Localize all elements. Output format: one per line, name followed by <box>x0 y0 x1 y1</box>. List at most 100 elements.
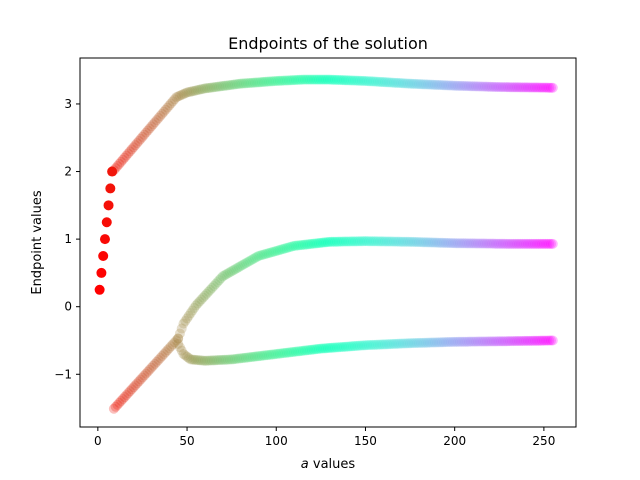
middle-branch-point <box>205 284 216 295</box>
bottom-branch-point <box>408 338 419 349</box>
upper-branch-point <box>519 82 530 93</box>
middle-branch-point <box>260 248 271 259</box>
bottom-branch-point <box>410 338 421 349</box>
x-tick-label: 250 <box>532 434 555 448</box>
middle-branch-point <box>273 245 284 256</box>
middle-branch-point <box>287 241 298 252</box>
upper-branch-point <box>164 100 175 111</box>
middle-branch-point <box>533 238 544 249</box>
bottom-branch-point <box>513 336 524 347</box>
upper-branch-point <box>182 87 193 98</box>
bottom-branch-point <box>208 355 219 366</box>
upper-branch-point <box>542 82 553 93</box>
lower-left-branch-point <box>148 360 159 371</box>
middle-branch-point <box>306 238 317 249</box>
bottom-branch-point <box>326 342 337 353</box>
upper-branch-point <box>301 74 312 85</box>
middle-branch-point <box>319 237 330 248</box>
middle-branch-point <box>194 296 205 307</box>
upper-branch-point <box>312 74 323 85</box>
lower-left-branch-point <box>135 374 146 385</box>
lower-left-branch-point <box>149 358 160 369</box>
upper-branch-point <box>339 75 350 86</box>
bottom-branch-point <box>253 351 264 362</box>
y-axis-ticks: −1 0 1 2 3 <box>54 97 80 381</box>
bottom-branch-point <box>346 341 357 352</box>
upper-branch-point <box>399 78 410 89</box>
middle-branch-point <box>358 236 369 247</box>
lower-left-branch-point <box>167 339 178 350</box>
upper-branch-point <box>490 81 501 92</box>
middle-branch-point <box>364 236 375 247</box>
bottom-branch-point <box>531 335 542 346</box>
bottom-branch-point <box>364 340 375 351</box>
middle-branch-point <box>299 239 310 250</box>
bottom-branch-point <box>503 336 514 347</box>
bottom-branch-point <box>306 344 317 355</box>
upper-branch-point <box>355 75 366 86</box>
bottom-branch-point <box>426 337 437 348</box>
bottom-branch-point <box>173 338 184 349</box>
upper-branch-point <box>112 161 123 172</box>
bottom-branch-point <box>528 335 539 346</box>
bottom-branch-point <box>413 337 424 348</box>
bottom-branch-point <box>312 344 323 355</box>
upper-branch-point <box>506 82 517 93</box>
middle-branch-point <box>183 310 194 321</box>
initial-point <box>101 217 112 228</box>
middle-branch-point <box>349 236 360 247</box>
bottom-branch-point <box>490 336 501 347</box>
upper-branch-point <box>415 79 426 90</box>
middle-branch-point <box>174 328 185 339</box>
upper-branch-point <box>497 82 508 93</box>
middle-branch-point <box>294 240 305 251</box>
bottom-branch-point <box>360 340 371 351</box>
bottom-branch-point <box>294 346 305 357</box>
middle-branch-point <box>396 236 407 247</box>
upper-branch-point <box>180 88 191 99</box>
upper-branch-point <box>467 81 478 92</box>
bottom-branch-point <box>487 336 498 347</box>
lower-left-branch-point <box>128 382 139 393</box>
upper-branch-point <box>372 76 383 87</box>
middle-branch-point <box>264 247 275 258</box>
upper-branch-point <box>240 78 251 89</box>
bottom-branch-point <box>378 339 389 350</box>
bottom-branch-point <box>488 336 499 347</box>
upper-branch-point <box>365 76 376 87</box>
middle-branch-point <box>430 237 441 248</box>
lower-left-branch-point <box>117 393 128 404</box>
bottom-branch-point <box>349 341 360 352</box>
x-axis-label: a values <box>301 457 356 472</box>
upper-branch-point <box>424 79 435 90</box>
middle-branch-point <box>460 238 471 249</box>
upper-branch-point <box>524 82 535 93</box>
upper-branch-point <box>547 82 558 93</box>
middle-branch-point <box>524 238 535 249</box>
middle-branch-point <box>490 238 501 249</box>
upper-branch-point <box>208 82 219 93</box>
bottom-branch-point <box>380 339 391 350</box>
middle-branch-point <box>469 238 480 249</box>
upper-branch-point <box>173 91 184 102</box>
upper-branch-point <box>199 83 210 94</box>
initial-point <box>96 267 107 278</box>
upper-branch-point <box>480 81 491 92</box>
bottom-branch-point <box>333 342 344 353</box>
middle-branch-point <box>405 236 416 247</box>
middle-branch-point <box>312 238 323 249</box>
upper-branch-point <box>383 77 394 88</box>
middle-branch-point <box>196 294 207 305</box>
bottom-branch-point <box>344 341 355 352</box>
upper-branch-point <box>335 75 346 86</box>
bottom-branch-point <box>183 353 194 364</box>
bottom-branch-point <box>419 337 430 348</box>
bottom-branch-point <box>237 353 248 364</box>
bottom-branch-point <box>458 336 469 347</box>
bottom-branch-point <box>399 338 410 349</box>
upper-branch-point <box>178 89 189 100</box>
bottom-branch-point <box>273 348 284 359</box>
middle-branch-point <box>488 238 499 249</box>
upper-branch-point <box>117 154 128 165</box>
upper-branch-point <box>198 83 209 94</box>
